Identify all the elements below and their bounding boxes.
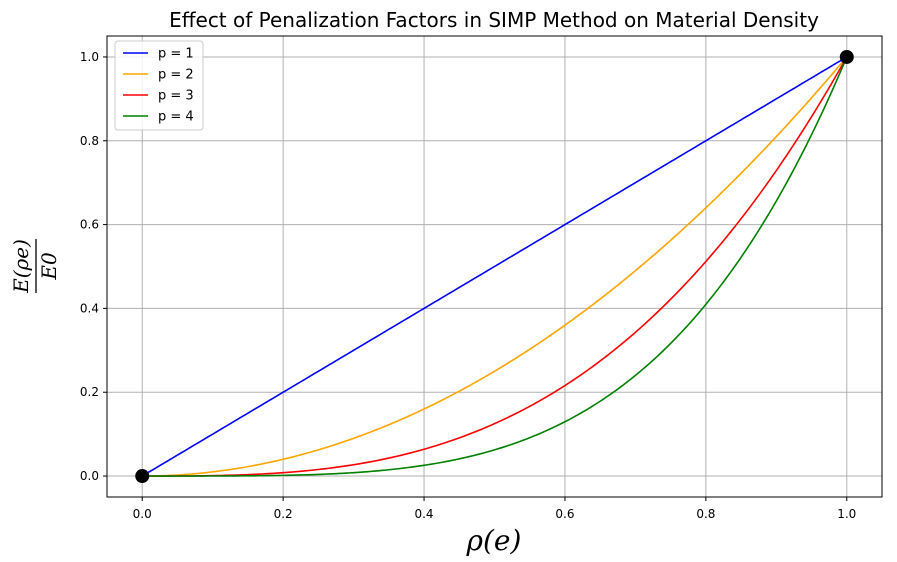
y-axis-label-denominator: E0 — [37, 252, 61, 281]
x-tick-label: 0.8 — [696, 507, 715, 521]
legend-label: p = 2 — [158, 68, 194, 83]
series-line-p3 — [142, 56, 848, 477]
x-tick-label: 0.0 — [133, 507, 152, 521]
series-line-p2 — [142, 56, 848, 477]
y-axis-label-numerator: E(ρe) — [9, 239, 33, 294]
legend-box — [114, 40, 204, 131]
legend: p = 1 p = 2 p = 3 p = 4 — [114, 40, 204, 131]
series-layer — [141, 56, 848, 477]
y-tick-label: 0.4 — [80, 301, 99, 315]
x-tick-label: 0.4 — [414, 507, 433, 521]
x-axis-label: ρ(e) — [466, 524, 522, 557]
x-tick-label: 0.6 — [555, 507, 574, 521]
y-tick-label: 0.6 — [80, 218, 99, 232]
y-tick-label: 0.8 — [80, 134, 99, 148]
grid — [107, 36, 882, 497]
y-axis-label: E(ρe) E0 — [9, 239, 61, 294]
y-tick-label: 0.0 — [80, 469, 99, 483]
y-tick-label: 0.2 — [80, 385, 99, 399]
y-tick-label: 1.0 — [80, 50, 99, 64]
marker-layer — [135, 49, 854, 484]
x-tick-label: 1.0 — [837, 507, 856, 521]
chart-title: Effect of Penalization Factors in SIMP M… — [169, 8, 819, 32]
legend-label: p = 1 — [158, 47, 194, 62]
series-line-p1 — [141, 56, 848, 477]
legend-label: p = 3 — [158, 89, 194, 104]
axis-ticks: 0.0 0.2 0.4 0.6 0.8 1.0 0.0 0.2 0.4 0.6 0.8 1.0 — [80, 50, 856, 521]
x-tick-label: 0.2 — [274, 507, 293, 521]
plot-frame — [106, 35, 883, 498]
legend-label: p = 4 — [158, 110, 194, 125]
series-line-p4 — [142, 56, 848, 477]
data-point-marker — [135, 469, 150, 484]
data-point-marker — [839, 49, 854, 64]
